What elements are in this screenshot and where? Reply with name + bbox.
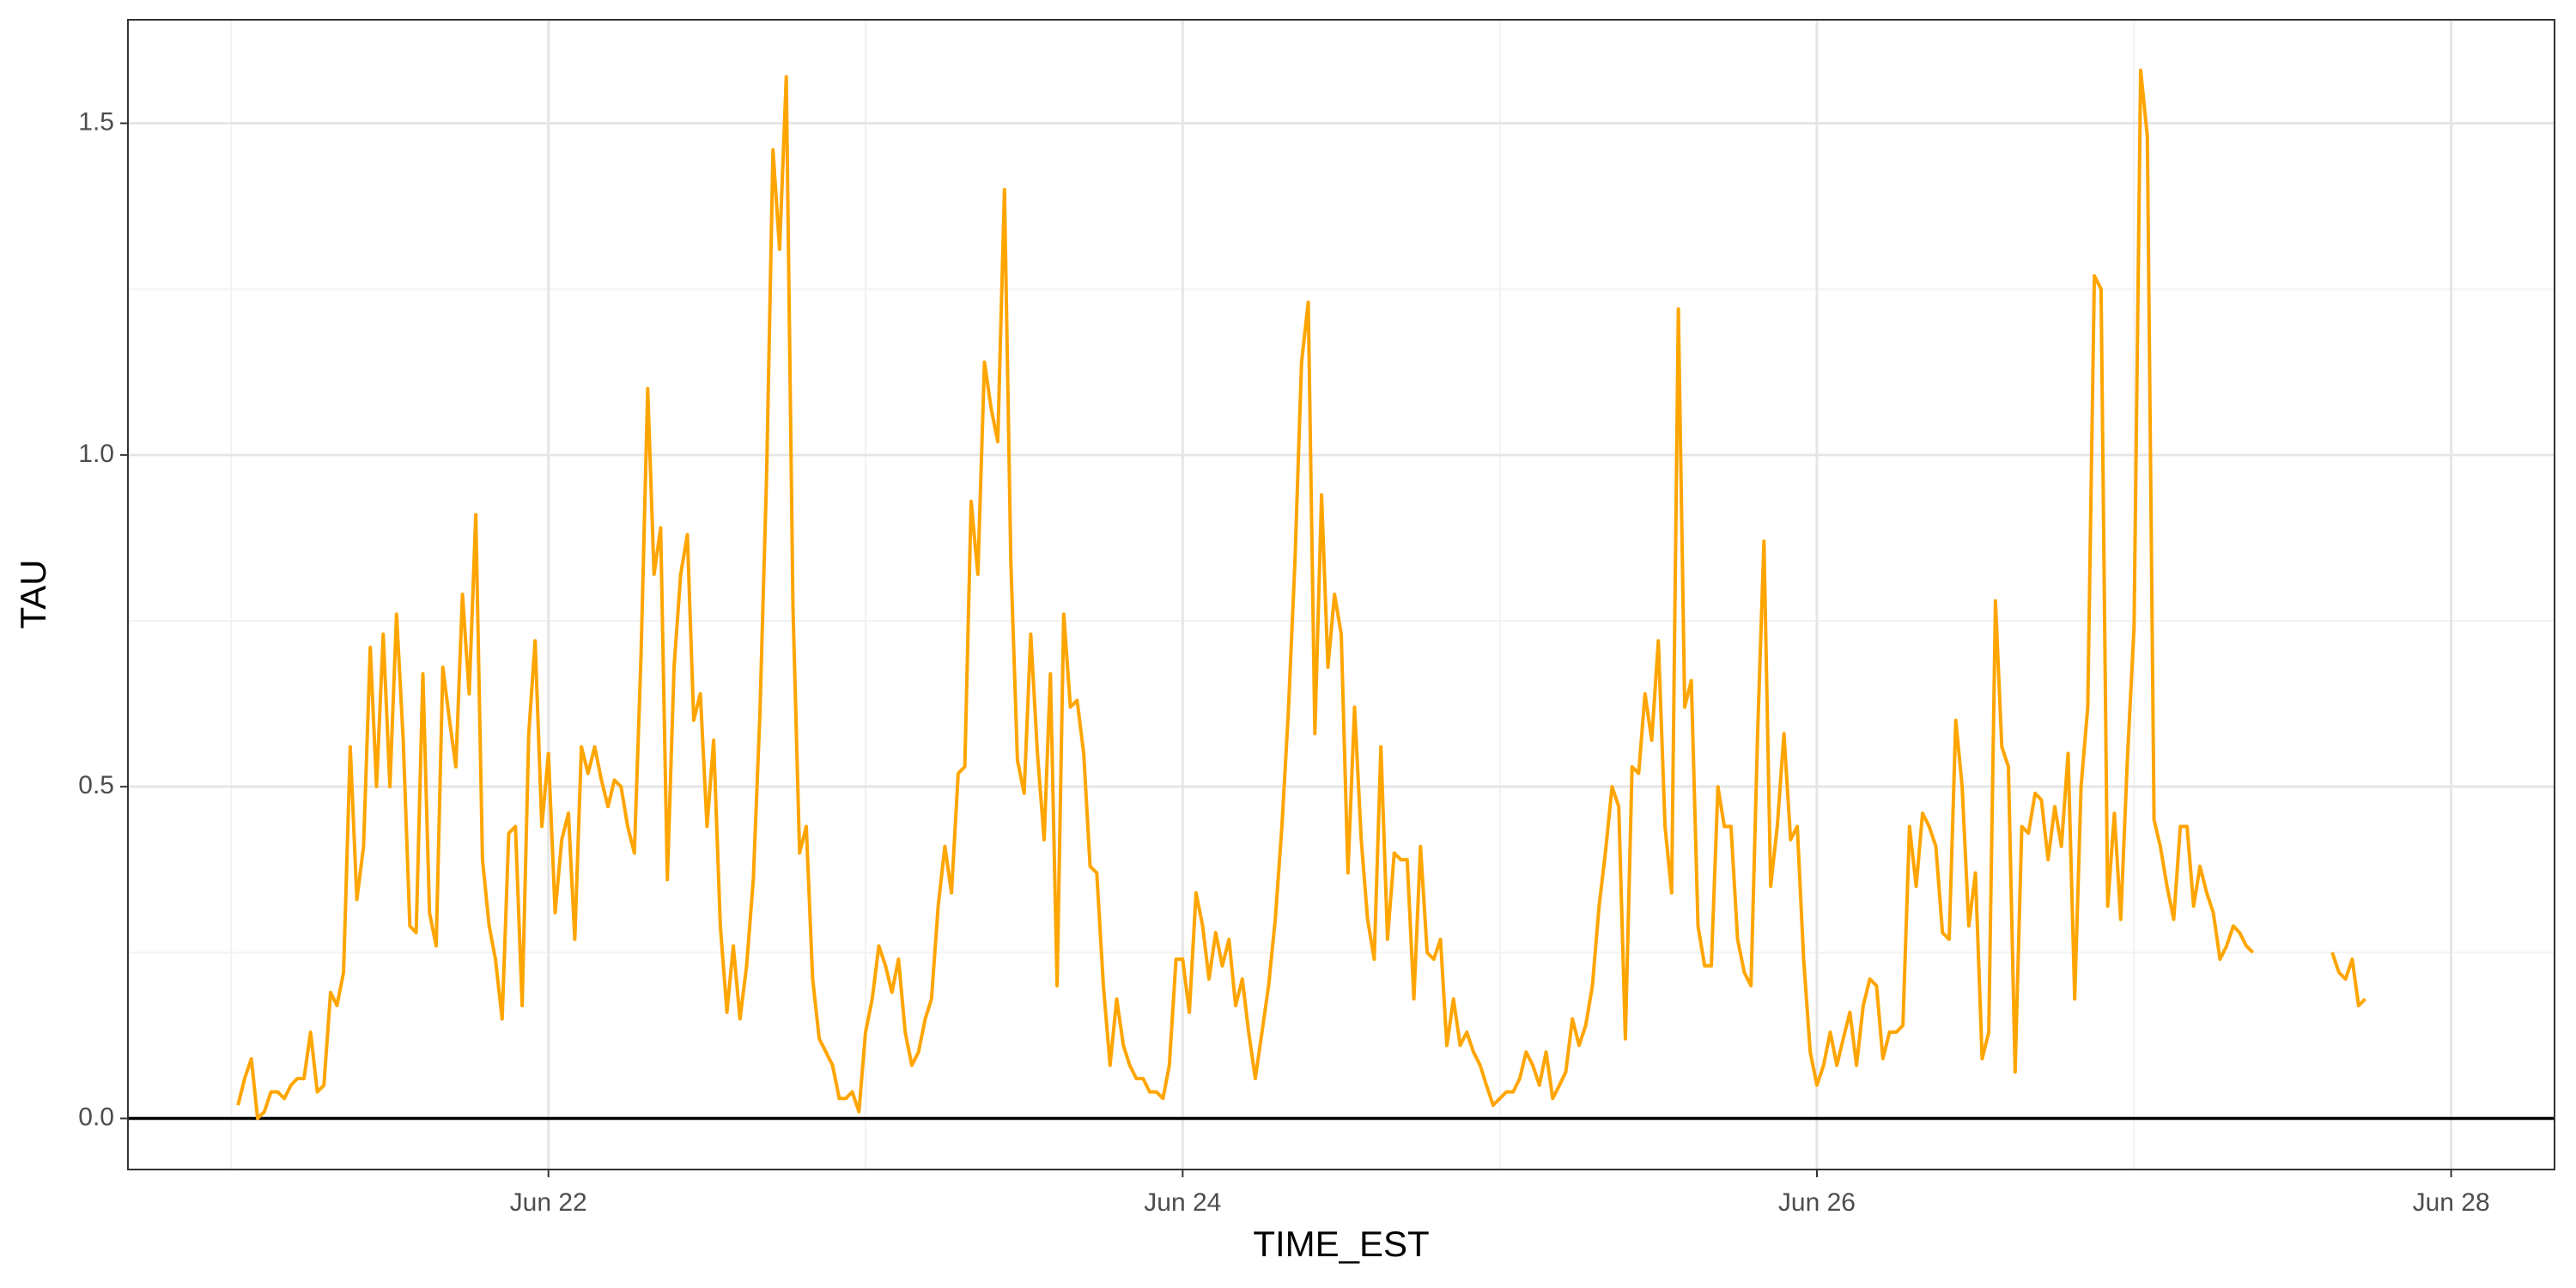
x-tick-label: Jun 28 (2413, 1188, 2490, 1217)
x-tick-label: Jun 26 (1778, 1188, 1856, 1217)
y-tick-label: 1.0 (78, 440, 114, 468)
y-tick-label: 1.5 (78, 107, 114, 136)
x-tick-label: Jun 22 (510, 1188, 587, 1217)
axes: 0.0 0.5 1.0 1.5 Jun 22 Jun 24 Jun 26 Jun 28 (78, 19, 2555, 1217)
marks (128, 68, 2555, 1121)
x-axis-title: TIME_EST (1253, 1224, 1429, 1264)
x-tick-label: Jun 24 (1144, 1188, 1221, 1217)
y-tick-label: 0.5 (78, 771, 114, 799)
plot-border (127, 19, 2555, 1170)
y-axis-title: TAU (13, 560, 53, 629)
y-tick-label: 0.0 (78, 1103, 114, 1131)
data-line (236, 68, 2366, 1121)
